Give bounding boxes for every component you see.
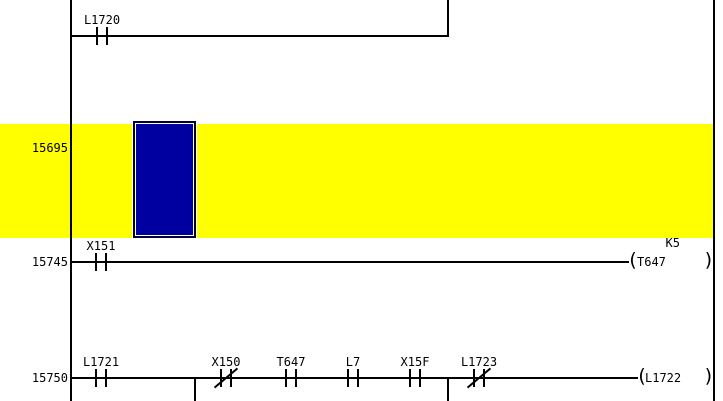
left-power-rail — [70, 0, 72, 401]
contact-L7[interactable] — [347, 369, 359, 387]
contact-bar — [285, 369, 287, 387]
device-label: X151 — [86, 239, 116, 253]
coil-open-paren-icon: ( — [627, 249, 639, 271]
device-label: X150 — [211, 355, 241, 369]
coil-open-paren-icon: ( — [636, 365, 648, 387]
contact-X150-nc[interactable] — [220, 369, 232, 387]
contact-bar — [105, 253, 107, 271]
coil-close-paren-icon: ) — [703, 365, 715, 387]
contact-bar — [409, 369, 411, 387]
device-label: L1721 — [82, 355, 120, 369]
contact-bar — [473, 369, 475, 387]
branch-up-line — [447, 0, 449, 37]
coil-operand: K5 — [665, 236, 680, 250]
contact-L1721[interactable] — [95, 369, 107, 387]
device-label: L1720 — [83, 13, 121, 27]
contact-L1723-nc[interactable] — [473, 369, 485, 387]
contact-X151[interactable] — [95, 253, 107, 271]
selected-row-highlight — [0, 124, 713, 238]
device-label: X15F — [400, 355, 430, 369]
rung-line-top — [71, 35, 449, 37]
rung-number-15750: 15750 — [31, 371, 68, 385]
rung-number-15745: 15745 — [31, 255, 68, 269]
contact-bar — [95, 253, 97, 271]
branch-down-line — [447, 377, 449, 401]
device-label: L7 — [345, 355, 361, 369]
contact-bar — [295, 369, 297, 387]
rung-line-15750 — [71, 377, 638, 379]
contact-bar — [105, 369, 107, 387]
contact-T647[interactable] — [285, 369, 297, 387]
rung-number-15695: 15695 — [31, 141, 68, 155]
coil-label: T647 — [637, 255, 666, 269]
coil-label: L1722 — [645, 371, 682, 385]
contact-bar — [357, 369, 359, 387]
branch-down-line — [194, 377, 196, 401]
cursor-cell[interactable] — [133, 121, 196, 238]
coil-close-paren-icon: ) — [703, 249, 715, 271]
rung-line-15745 — [71, 261, 629, 263]
contact-bar — [483, 369, 485, 387]
contact-X15F[interactable] — [409, 369, 421, 387]
contact-bar — [220, 369, 222, 387]
contact-bar — [419, 369, 421, 387]
contact-bar — [230, 369, 232, 387]
right-power-rail — [713, 0, 715, 401]
device-label: T647 — [276, 355, 306, 369]
contact-L1720[interactable] — [96, 27, 108, 45]
contact-bar — [95, 369, 97, 387]
contact-bar — [347, 369, 349, 387]
device-label: L1723 — [460, 355, 498, 369]
contact-bar — [96, 27, 98, 45]
contact-bar — [106, 27, 108, 45]
